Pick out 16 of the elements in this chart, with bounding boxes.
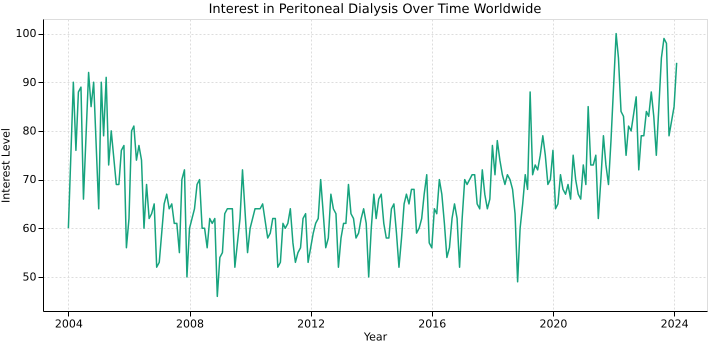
x-tick-label: 2012 bbox=[297, 318, 326, 330]
line-series bbox=[68, 32, 678, 298]
x-tick-label: 2004 bbox=[54, 318, 83, 330]
chart-title: Interest in Peritoneal Dialysis Over Time Worldwide bbox=[208, 2, 542, 17]
y-tick-label: 50 bbox=[22, 270, 36, 284]
x-tick-label: 2008 bbox=[176, 318, 204, 330]
x-tick-label: 2020 bbox=[539, 318, 568, 330]
y-tick-label: 60 bbox=[22, 222, 36, 235]
y-axis-title: Interest Level bbox=[0, 128, 13, 203]
y-tick-label: 90 bbox=[22, 76, 36, 89]
y-tick-label: 80 bbox=[22, 124, 36, 138]
x-tick-label: 2016 bbox=[418, 318, 446, 330]
y-tick-label: 70 bbox=[22, 173, 36, 186]
x-tick-label: 2024 bbox=[660, 318, 689, 330]
y-tick-label: 100 bbox=[16, 27, 36, 40]
x-axis-title: Year bbox=[362, 330, 388, 344]
